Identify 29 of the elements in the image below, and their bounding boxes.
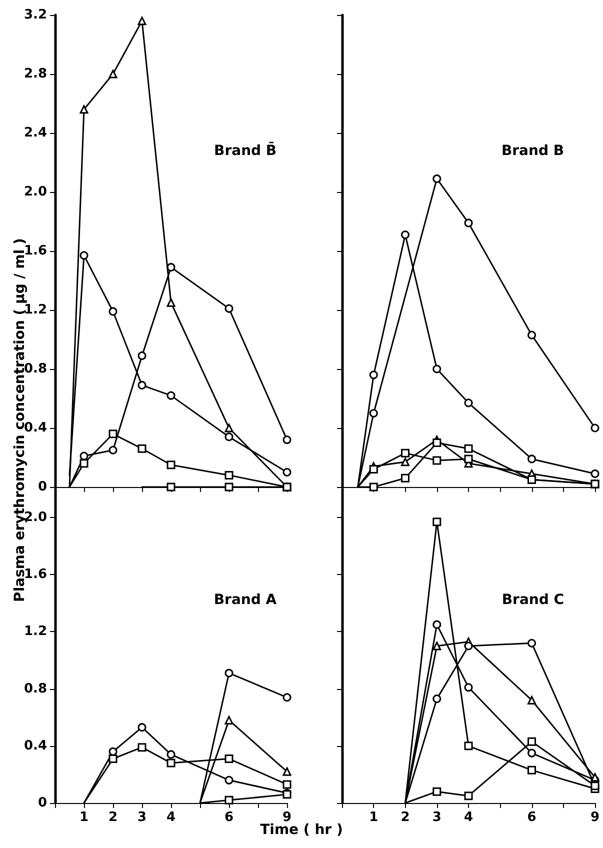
text: Brand C xyxy=(502,592,564,608)
y-tick-label: 3.2 xyxy=(24,8,47,22)
text: Brand B xyxy=(501,143,564,160)
x-tick-label: 3 xyxy=(432,810,442,825)
x-tick-label: 2 xyxy=(400,810,410,825)
x-tick-label: 3 xyxy=(137,810,147,825)
y-tick-label: 0 xyxy=(38,480,47,494)
x-tick-label: 1 xyxy=(79,810,89,825)
y-tick-label: 1.2 xyxy=(24,624,47,640)
y-tick-label: 1.6 xyxy=(24,567,47,582)
x-tick-label: 6 xyxy=(527,810,536,825)
y-tick-label: 2.4 xyxy=(24,126,47,140)
y-tick-label: 0.4 xyxy=(24,738,47,754)
x-tick-label: 9 xyxy=(282,810,292,825)
text: Brand B̄ xyxy=(214,142,277,160)
x-axis-title: Time ( hr ) xyxy=(260,822,343,838)
x-tick-label: 1 xyxy=(369,810,378,825)
y-tick-label: 2.0 xyxy=(24,184,47,200)
x-tick-label: 4 xyxy=(166,810,176,825)
y-tick-label: 0 xyxy=(38,796,47,810)
x-tick-label: 4 xyxy=(464,810,474,825)
y-tick-label: 0.8 xyxy=(24,681,47,696)
x-tick-label: 6 xyxy=(224,810,234,825)
y-tick-label: 1.6 xyxy=(24,244,47,258)
x-tick-label: 2 xyxy=(108,810,118,825)
y-tick-label: 0.8 xyxy=(24,362,47,376)
x-tick-label: 9 xyxy=(590,810,600,825)
y-tick-label: 2.8 xyxy=(24,66,47,82)
text: Brand A xyxy=(214,592,277,608)
